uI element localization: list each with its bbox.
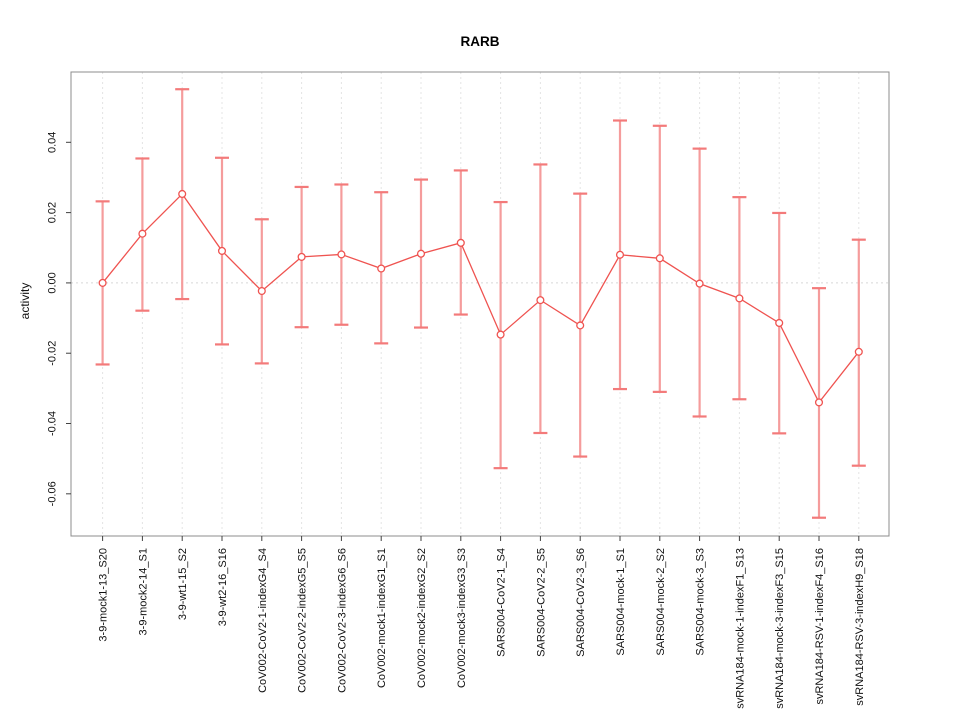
x-tick-label: SARS004-mock-2_S2 [655, 548, 667, 656]
x-tick-label: CoV002-CoV2-3-indexG6_S6 [336, 548, 348, 693]
y-axis-title: activity [18, 282, 32, 320]
x-tick-label: svRNA184-mock-3-indexF3_S15 [774, 548, 786, 709]
x-tick-label: CoV002-mock3-indexG3_S3 [456, 548, 468, 688]
data-point [377, 264, 386, 273]
data-point [178, 189, 187, 199]
x-tick-label: CoV002-mock1-indexG1_S1 [376, 548, 388, 688]
y-tick-label: -0.02 [47, 341, 59, 366]
x-tick-label: svRNA184-RSV-1-indexF4_S16 [814, 548, 826, 705]
x-tick-label: 3-9-mock1-13_S20 [98, 548, 110, 642]
data-point [854, 347, 863, 356]
data-point [735, 294, 744, 303]
x-tick-label: svRNA184-RSV-3-indexH9_S18 [854, 548, 866, 706]
x-tick-label: CoV002-CoV2-1-indexG4_S4 [257, 548, 269, 693]
data-point [138, 229, 147, 238]
x-tick-label: SARS004-CoV2-2_S5 [535, 548, 547, 657]
series-line [102, 192, 860, 404]
data-point [337, 250, 346, 259]
x-tick-label: CoV002-mock2-indexG2_S2 [416, 548, 428, 688]
y-tick-label: 0.02 [47, 202, 59, 223]
data-point [695, 279, 704, 288]
x-tick-label: SARS004-mock-1_S1 [615, 548, 627, 656]
x-tick-label: SARS004-mock-3_S3 [695, 548, 707, 656]
x-tick-label: CoV002-CoV2-2-indexG5_S5 [297, 548, 309, 693]
x-tick-label: SARS004-CoV2-1_S4 [496, 548, 508, 657]
data-point [496, 330, 505, 339]
x-tick-label: 3-9-wt2-16_S16 [217, 548, 229, 626]
x-tick-label: svRNA184-mock-1-indexF1_S13 [734, 548, 746, 709]
x-tick-label: 3-9-wt1-15_S2 [177, 548, 189, 620]
data-point [615, 250, 625, 259]
x-tick-label: SARS004-CoV2-3_S6 [575, 548, 587, 657]
data-point [814, 398, 824, 407]
plot-border [70, 71, 890, 537]
x-tick-label: 3-9-mock2-14_S1 [137, 548, 149, 635]
y-tick-label: -0.06 [47, 481, 59, 506]
data-point [416, 249, 426, 258]
y-tick-label: -0.04 [47, 411, 59, 436]
y-tick-label: 0.00 [47, 272, 59, 293]
data-point [98, 278, 107, 287]
data-point [775, 318, 784, 328]
chart-title: RARB [460, 34, 500, 49]
data-point [257, 286, 266, 296]
data-point [536, 296, 545, 305]
y-tick-label: 0.04 [47, 132, 59, 153]
data-point [456, 238, 465, 247]
data-point [297, 252, 306, 261]
data-point [576, 321, 585, 330]
data-point [655, 254, 664, 263]
data-point [217, 246, 227, 255]
